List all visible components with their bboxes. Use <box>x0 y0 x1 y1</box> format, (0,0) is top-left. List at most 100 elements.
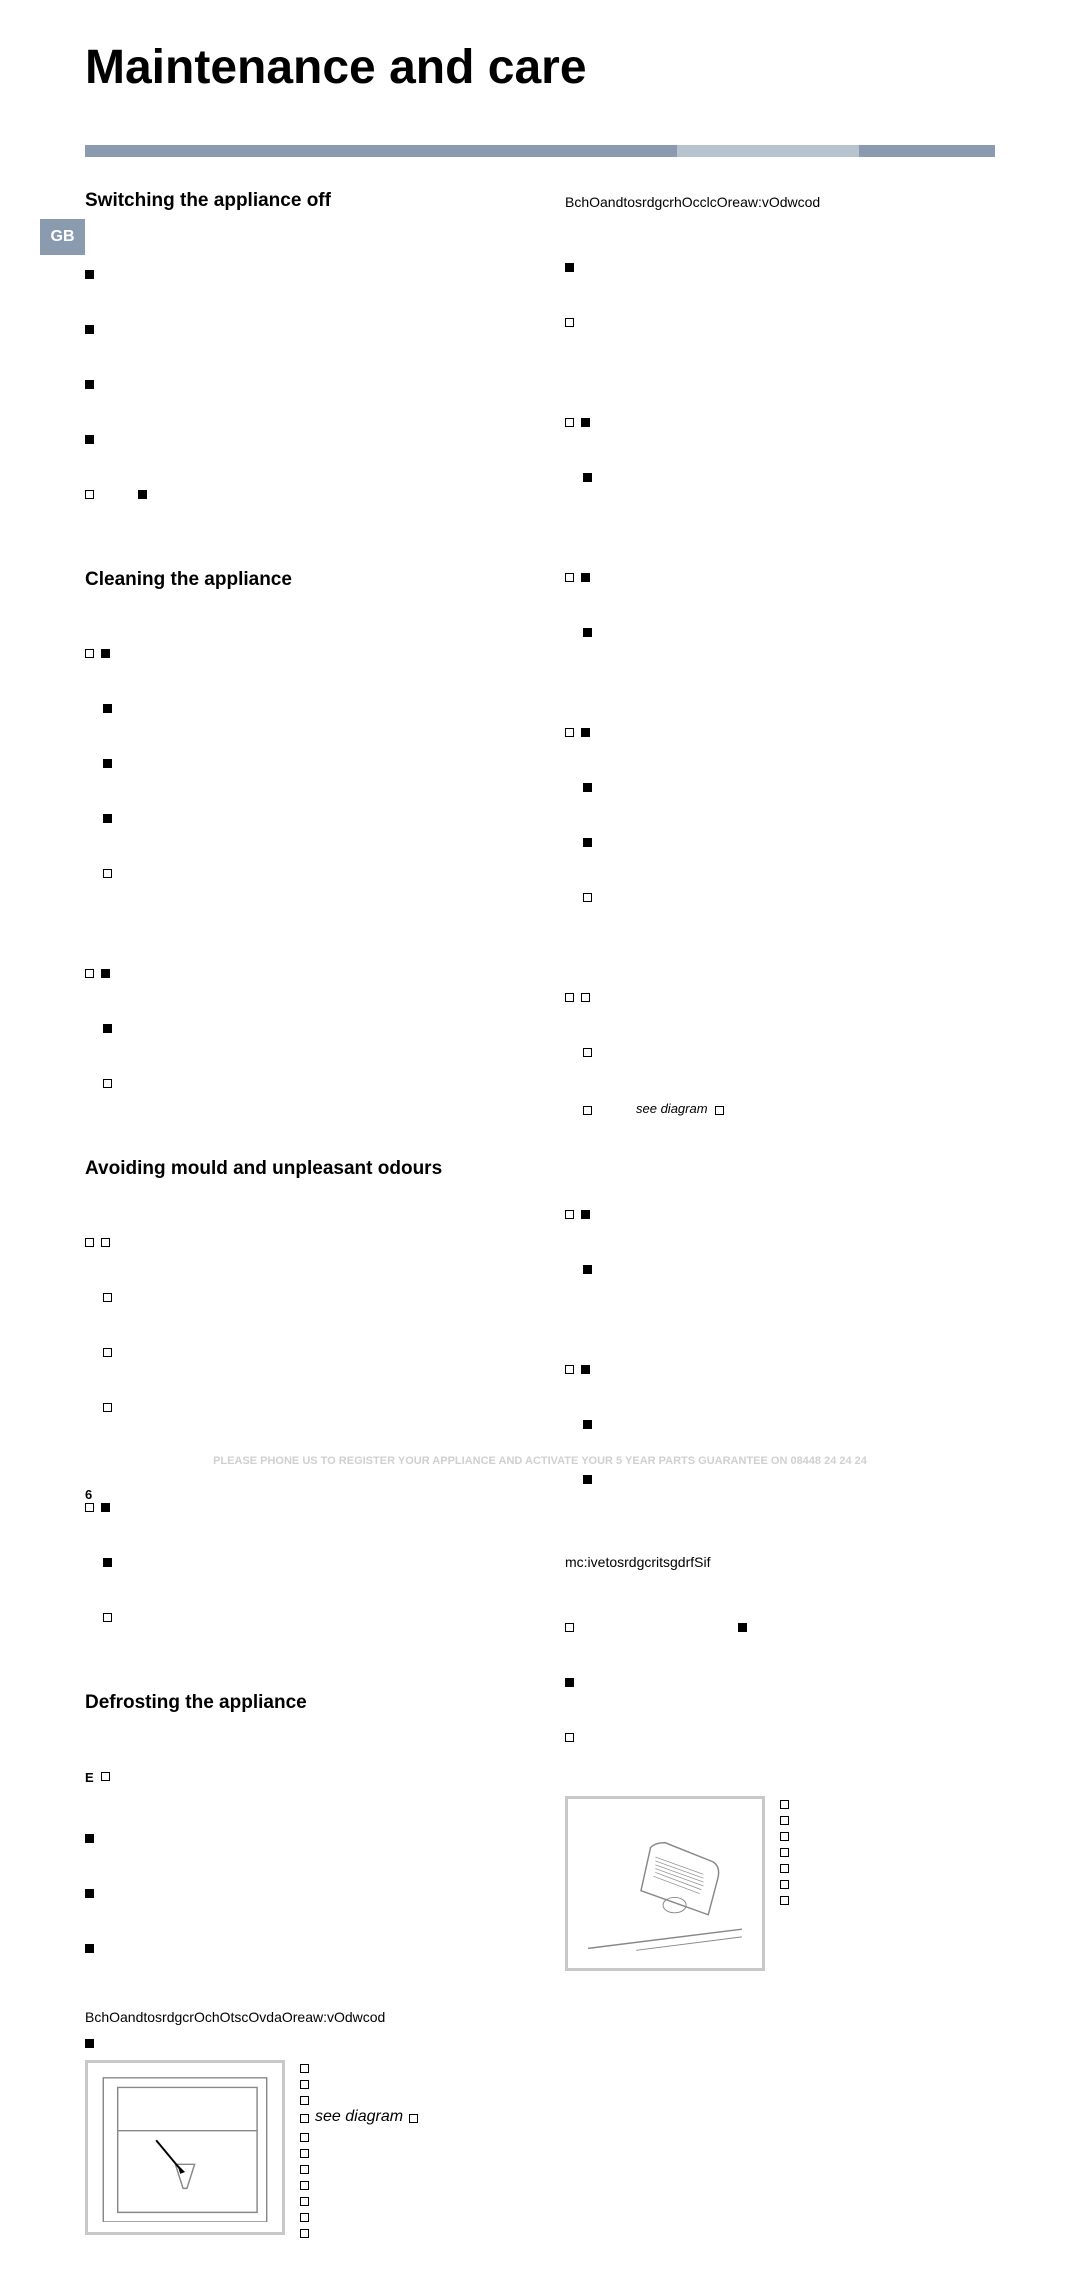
glyph-icon <box>103 1024 112 1033</box>
glyph-icon <box>583 1106 592 1115</box>
glyph-icon <box>581 573 590 582</box>
glyph-icon <box>103 1613 112 1622</box>
glyph-icon <box>300 2181 309 2190</box>
glyph-icon <box>85 1238 94 1247</box>
glyph-icon <box>583 628 592 637</box>
subheading-light-bulb: mc:ivetosrdgcritsgdrfSif <box>565 1554 995 1570</box>
glyph-icon <box>565 993 574 1002</box>
glyph-icon <box>103 759 112 768</box>
glyph-icon <box>101 649 110 658</box>
glyph-icon <box>780 1848 789 1857</box>
divider-bar <box>85 145 995 157</box>
glyph-icon <box>101 1238 110 1247</box>
fridge-drain-diagram <box>85 2060 285 2235</box>
diagram-with-text: see diagram <box>85 2060 515 2238</box>
glyph-icon <box>85 1834 94 1843</box>
glyph-icon <box>85 270 94 279</box>
page-title: Maintenance and care <box>85 40 995 95</box>
glyph-icon <box>300 2096 309 2105</box>
diagram-text <box>780 1796 789 1905</box>
glyph-icon <box>565 1210 574 1219</box>
glyph-icon <box>300 2229 309 2238</box>
text-block <box>85 227 515 541</box>
glyph-icon <box>300 2197 309 2206</box>
glyph-icon <box>300 2149 309 2158</box>
text-block <box>565 1580 995 1784</box>
glyph-icon <box>565 263 574 272</box>
glyph-icon <box>565 1623 574 1632</box>
glyph-icon <box>101 1772 110 1781</box>
text-block: see diagram <box>565 220 995 1526</box>
glyph-icon <box>85 649 94 658</box>
glyph-icon <box>780 1832 789 1841</box>
glyph-icon <box>583 1420 592 1429</box>
glyph-icon <box>581 418 590 427</box>
heading-switching-off: Switching the appliance off <box>85 190 515 212</box>
right-column: BchOandtosrdgcrhOcclcOreaw:vOdwcod see d… <box>565 182 995 2263</box>
subheading-defrost-fridge: BchOandtosrdgcrOchOtscOvdaOreaw:vOdwcod <box>85 2009 515 2025</box>
glyph-icon <box>780 1880 789 1889</box>
glyph-icon <box>85 490 94 499</box>
glyph-icon <box>103 869 112 878</box>
glyph-icon <box>103 704 112 713</box>
glyph-icon <box>583 1265 592 1274</box>
glyph-icon <box>583 838 592 847</box>
glyph-icon <box>101 969 110 978</box>
glyph-icon <box>583 1475 592 1484</box>
glyph-icon <box>565 1733 574 1742</box>
glyph-icon <box>583 893 592 902</box>
glyph-icon <box>738 1623 747 1632</box>
page-number: 6 <box>85 1487 92 1502</box>
glyph-icon <box>581 1210 590 1219</box>
glyph-icon <box>85 1889 94 1898</box>
subheading-defrost-freezer: BchOandtosrdgcrhOcclcOreaw:vOdwcod <box>565 194 995 210</box>
light-bulb-diagram <box>565 1796 765 1971</box>
glyph-icon <box>409 2114 418 2123</box>
see-diagram-label: see diagram <box>636 1099 708 1119</box>
glyph-icon <box>85 325 94 334</box>
glyph-icon <box>103 1293 112 1302</box>
glyph-icon <box>85 380 94 389</box>
heading-defrosting: Defrosting the appliance <box>85 1692 515 1714</box>
glyph-icon <box>85 435 94 444</box>
language-tab: GB <box>40 219 85 255</box>
glyph-icon <box>103 814 112 823</box>
glyph-icon <box>583 473 592 482</box>
glyph-icon <box>85 2039 94 2048</box>
glyph-icon <box>138 490 147 499</box>
glyph-icon <box>565 1365 574 1374</box>
glyph-icon <box>780 1800 789 1809</box>
glyph-icon <box>300 2133 309 2142</box>
glyph-icon <box>103 1403 112 1412</box>
glyph-icon <box>103 1348 112 1357</box>
left-column: Switching the appliance off Cleaning the… <box>85 182 515 2263</box>
glyph-icon <box>103 1079 112 1088</box>
glyph-icon <box>300 2213 309 2222</box>
glyph-icon <box>581 993 590 1002</box>
footer-registration: PLEASE PHONE US TO REGISTER YOUR APPLIAN… <box>0 1455 1080 1467</box>
glyph-icon <box>300 2080 309 2089</box>
glyph-icon <box>565 418 574 427</box>
heading-mould: Avoiding mould and unpleasant odours <box>85 1158 515 1180</box>
glyph-icon <box>581 1365 590 1374</box>
content-columns: Switching the appliance off Cleaning the… <box>85 182 995 2263</box>
glyph-icon <box>85 1944 94 1953</box>
glyph-icon <box>565 318 574 327</box>
see-diagram-label: see diagram <box>315 2108 403 2126</box>
glyph-icon <box>565 1678 574 1687</box>
glyph-icon <box>780 1896 789 1905</box>
text-block <box>85 606 515 1130</box>
glyph-icon <box>583 783 592 792</box>
diagram-text: see diagram <box>300 2060 418 2238</box>
glyph-icon <box>300 2114 309 2123</box>
glyph-icon <box>780 1816 789 1825</box>
glyph-icon <box>300 2064 309 2073</box>
glyph-icon <box>780 1864 789 1873</box>
glyph-icon <box>85 969 94 978</box>
glyph-icon <box>300 2165 309 2174</box>
glyph-icon <box>85 1503 94 1512</box>
glyph-icon <box>715 1106 724 1115</box>
glyph-icon <box>565 573 574 582</box>
text-block: E <box>85 1729 515 1995</box>
glyph-icon <box>101 1503 110 1512</box>
